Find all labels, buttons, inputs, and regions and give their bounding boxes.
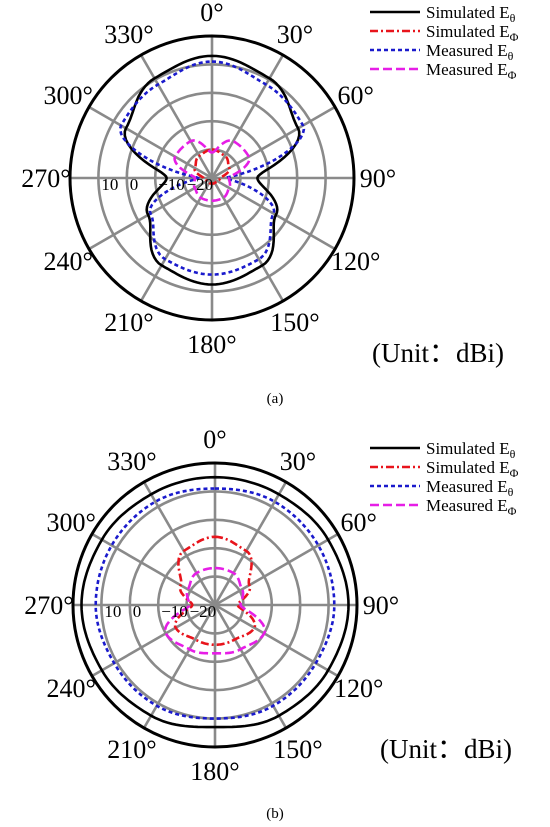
unit-note: (Unit：dBi) (372, 338, 504, 368)
legend-label: Measured EΦ (426, 60, 517, 82)
series-curve (118, 60, 306, 276)
legend-label: Simulated Eθ (426, 439, 516, 461)
grid-spoke (213, 604, 288, 729)
angle-tick-label: 180° (187, 330, 236, 359)
angle-tick-label: 0° (203, 425, 226, 454)
grid-spoke (139, 54, 214, 179)
angle-tick-label: 180° (190, 757, 239, 786)
grid-spoke (91, 532, 216, 607)
unit-note: (Unit：dBi) (380, 734, 512, 764)
angle-tick-label: 300° (44, 81, 93, 110)
outer-circle (68, 34, 356, 322)
angle-tick-label: 90° (363, 591, 399, 620)
angle-tick-label: 150° (270, 308, 319, 337)
series-curve (193, 148, 231, 185)
radial-tick-label: 0 (133, 602, 142, 621)
angle-tick-label: 60° (338, 81, 374, 110)
grid-spoke (213, 481, 288, 606)
panel-caption: (b) (266, 806, 284, 822)
radial-tick-label: −20 (187, 175, 214, 194)
grid-spoke (142, 604, 217, 729)
angle-tick-label: 150° (273, 735, 322, 764)
grid-spoke (214, 603, 339, 678)
series-curve (80, 475, 350, 729)
legend-label: Simulated EΦ (426, 22, 519, 44)
grid-spoke (214, 532, 339, 607)
angle-tick-label: 0° (200, 0, 223, 27)
radial-tick-label: −10 (158, 175, 185, 194)
legend-label: Simulated EΦ (426, 458, 519, 480)
grid-spoke (211, 105, 336, 180)
angle-tick-label: 210° (107, 735, 156, 764)
grid-spoke (210, 54, 285, 179)
series-curve (173, 139, 251, 202)
angle-tick-label: 60° (341, 508, 377, 537)
legend-label: Measured EΦ (426, 496, 517, 518)
polar-chart-a: 0° 30° 60° 90° 120° 150° 180° 210° 240° 270° 300° 3… (21, 0, 518, 407)
angle-tick-label: 330° (104, 20, 153, 49)
grid-spoke (91, 603, 216, 678)
radial-tick-label: 0 (130, 175, 139, 194)
polar-chart-b: 0° 30° 60° 90° 120° 150° 180° 210° 240° 270° 300° 3… (24, 425, 518, 822)
grid-spoke (88, 105, 213, 180)
radial-tick-label: −10 (161, 602, 188, 621)
angle-tick-label: 30° (280, 447, 316, 476)
angle-tick-label: 120° (331, 247, 380, 276)
angle-tick-label: 120° (334, 674, 383, 703)
legend-label: Measured Eθ (426, 41, 514, 63)
angle-tick-label: 30° (277, 20, 313, 49)
radial-tick-label: −20 (190, 602, 217, 621)
angle-tick-label: 330° (107, 447, 156, 476)
angle-tick-label: 270° (24, 591, 73, 620)
series-curve (173, 535, 257, 647)
angle-tick-label: 240° (44, 247, 93, 276)
outer-circle (71, 461, 359, 749)
angle-tick-label: 90° (360, 164, 396, 193)
angle-tick-label: 270° (21, 164, 70, 193)
angle-tick-label: 240° (47, 674, 96, 703)
legend-label: Measured Eθ (426, 477, 514, 499)
series-curve (123, 54, 301, 286)
angle-tick-label: 210° (104, 308, 153, 337)
panel-caption: (a) (267, 391, 284, 407)
series-curve (163, 566, 267, 655)
angle-tick-label: 300° (47, 508, 96, 537)
legend-label: Simulated Eθ (426, 3, 516, 25)
grid-spoke (210, 177, 285, 302)
radial-tick-label: 10 (101, 175, 118, 194)
grid-spoke (142, 481, 217, 606)
grid-spoke (211, 176, 336, 251)
radial-tick-label: 10 (104, 602, 121, 621)
